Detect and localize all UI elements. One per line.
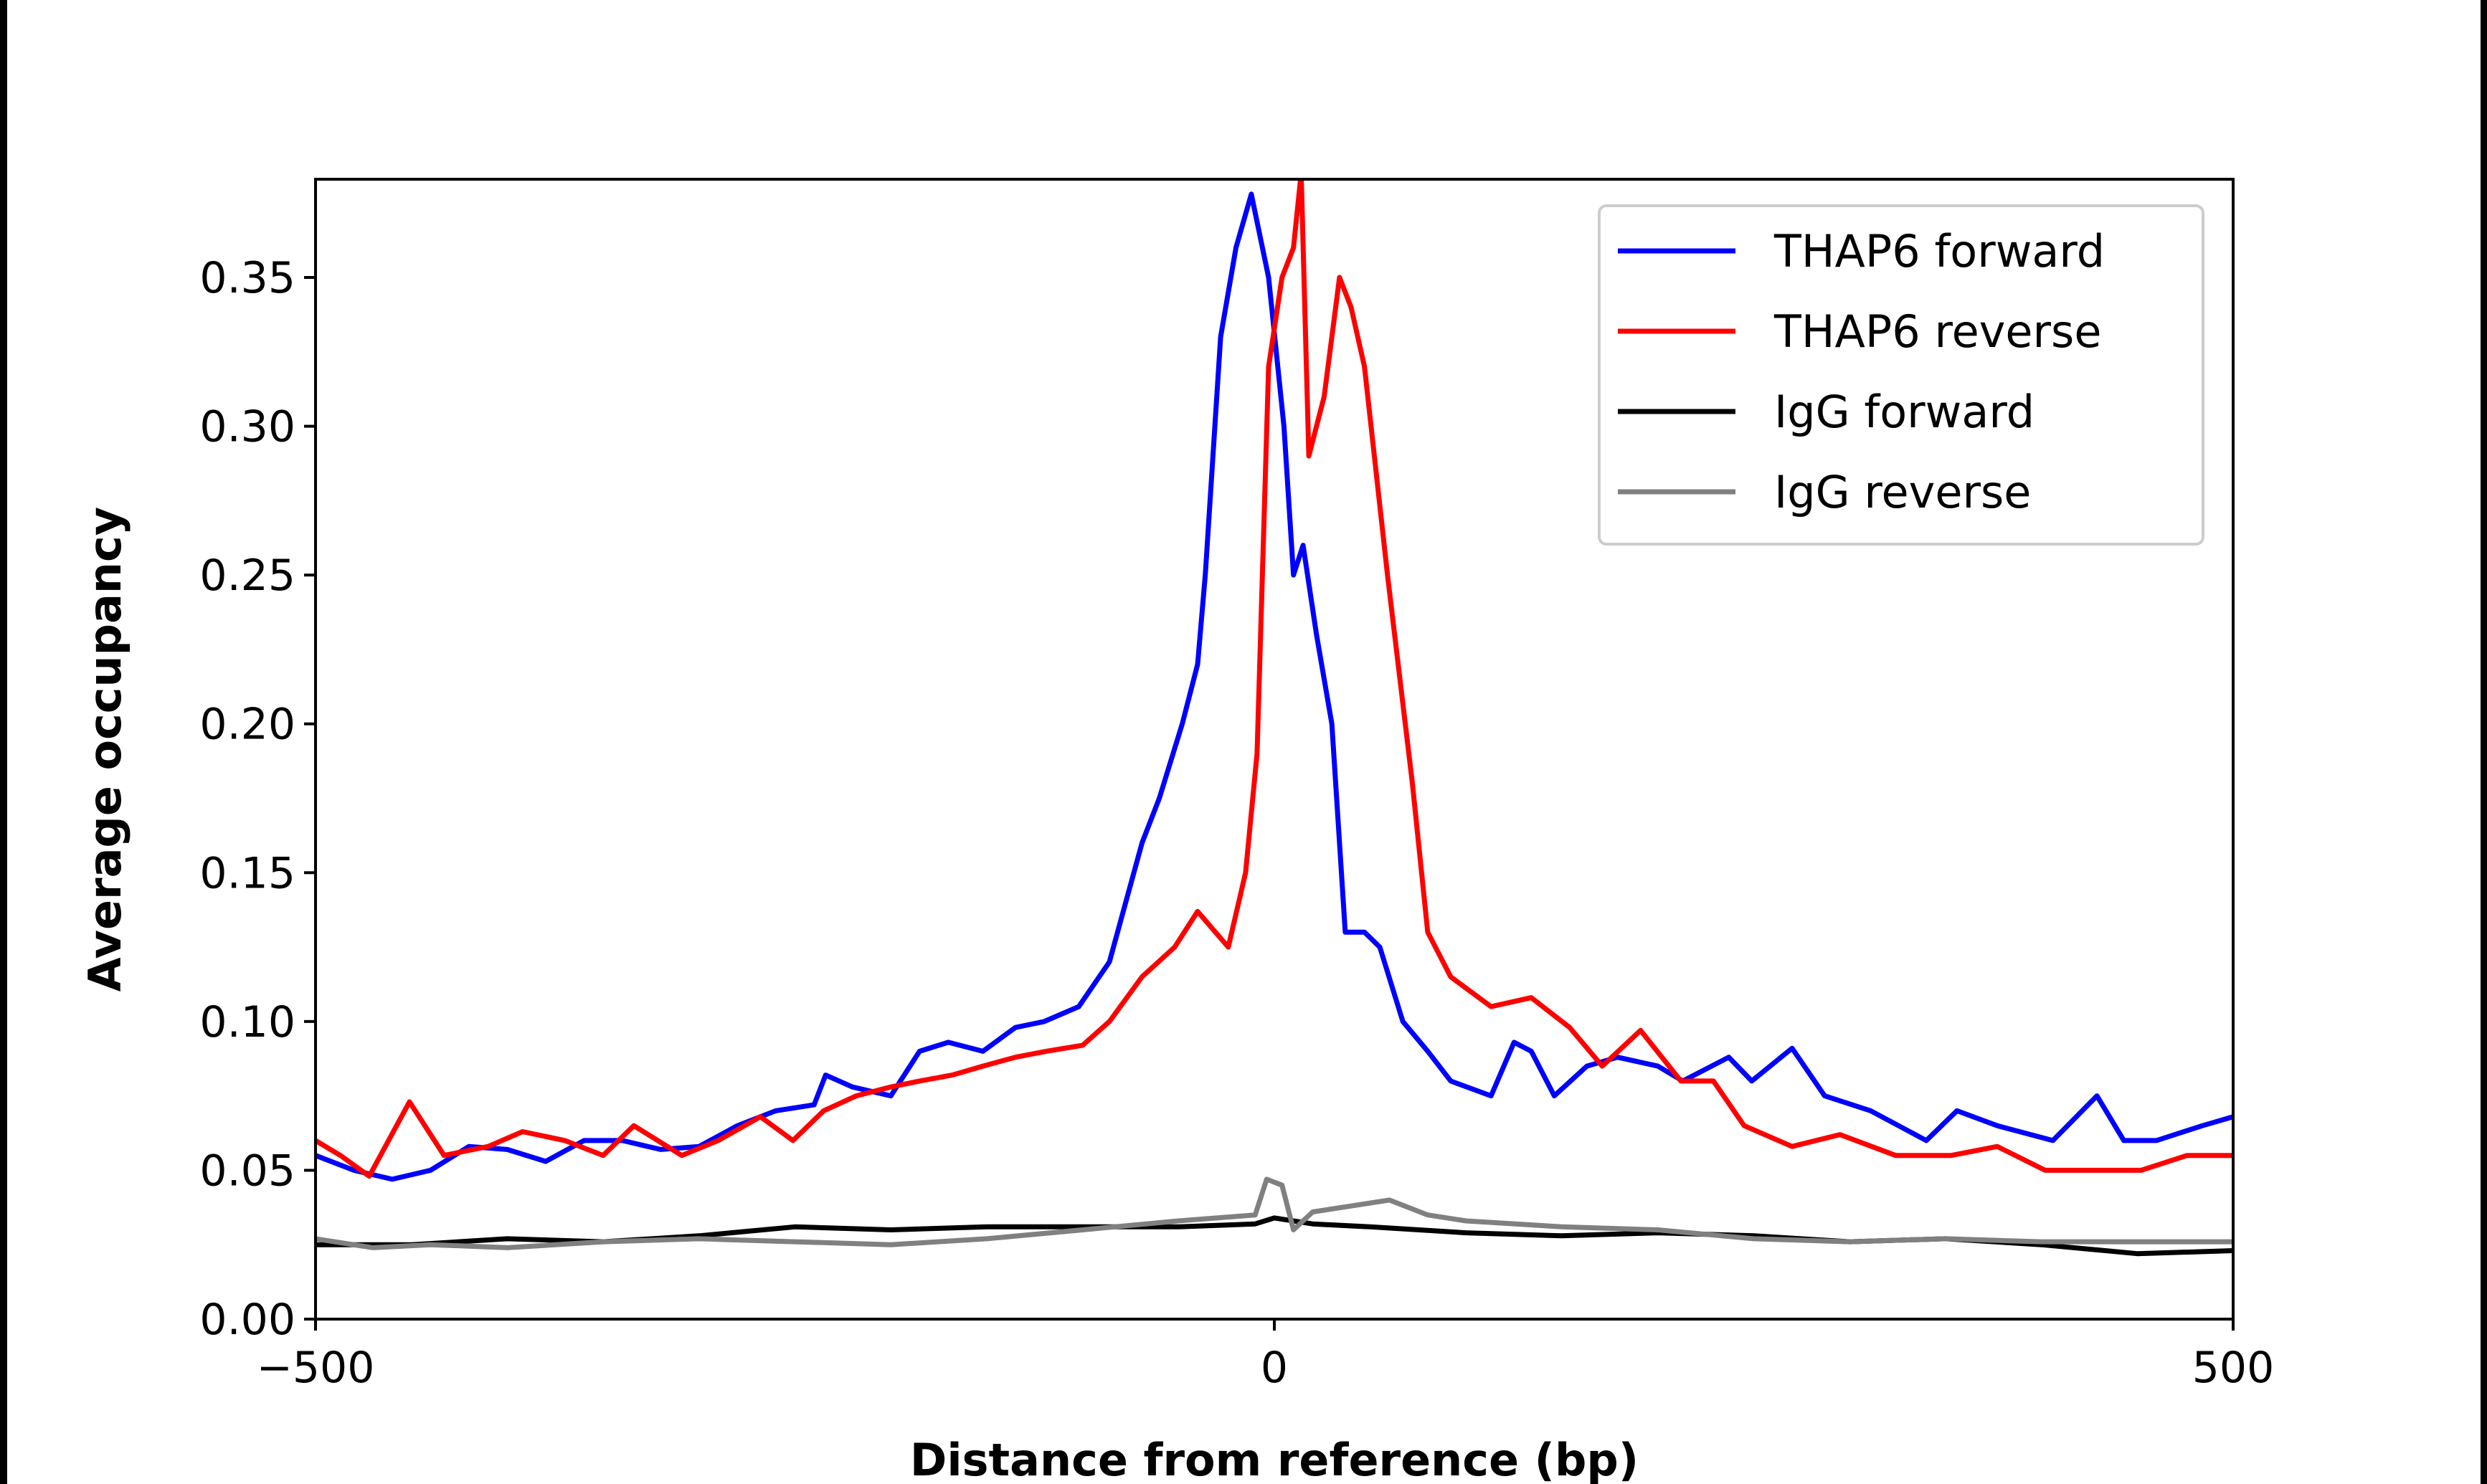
legend-box: [1598, 204, 2204, 546]
y-tick-label: 0.25: [199, 551, 295, 601]
y-tick-label: 0.00: [199, 1295, 295, 1345]
x-tick-label: 500: [2192, 1343, 2275, 1393]
left-border: [0, 0, 7, 1484]
legend-label: IgG forward: [1774, 386, 2034, 438]
x-axis-label: Distance from reference (bp): [910, 1434, 1639, 1484]
y-tick-label: 0.15: [199, 848, 295, 898]
y-tick-label: 0.10: [199, 997, 295, 1047]
x-tick-label: −500: [257, 1343, 375, 1393]
legend: THAP6 forward THAP6 reverse IgG forward IgG…: [1598, 204, 2204, 546]
y-tick-label: 0.20: [199, 700, 295, 750]
y-axis-label: Average occupancy: [79, 507, 131, 991]
series-line-igg-reverse: [316, 1176, 2233, 1250]
x-tick-label: 0: [1261, 1343, 1288, 1393]
legend-label: THAP6 reverse: [1773, 305, 2102, 358]
legend-label: IgG reverse: [1774, 466, 2031, 518]
series-line-thap6-reverse: [316, 179, 2233, 1179]
series-line-igg-forward: [316, 1215, 2233, 1257]
series-line-thap6-forward: [316, 191, 2233, 1182]
y-tick-label: 0.30: [199, 402, 295, 452]
y-tick-label: 0.35: [199, 253, 295, 303]
right-border: [2481, 0, 2487, 1484]
y-tick-label: 0.05: [199, 1146, 295, 1196]
legend-label: THAP6 forward: [1773, 225, 2105, 277]
